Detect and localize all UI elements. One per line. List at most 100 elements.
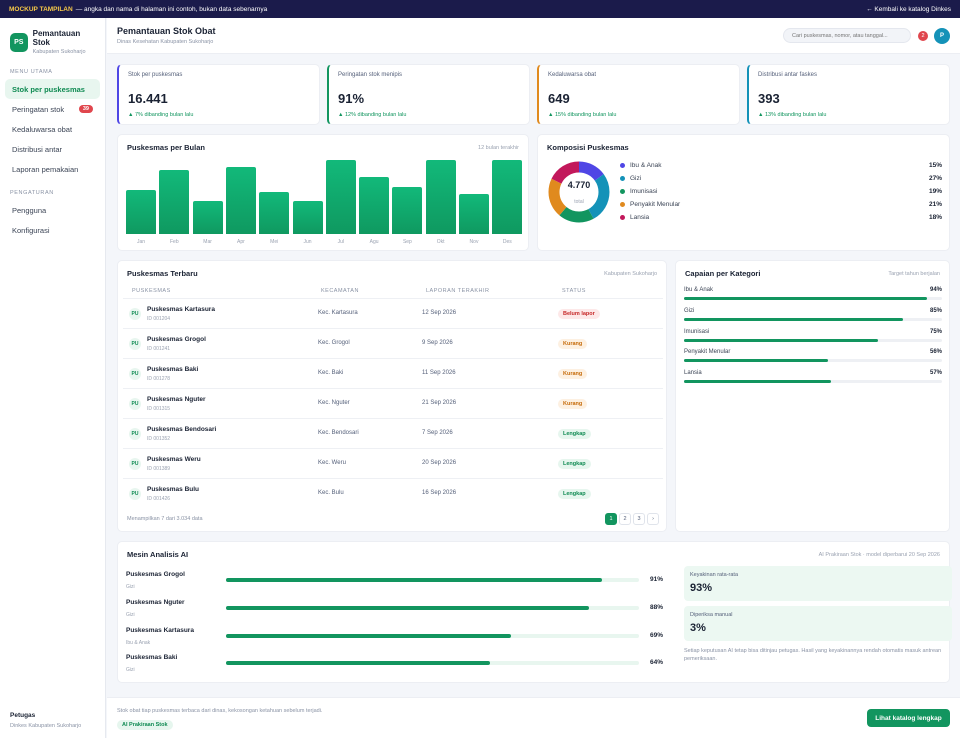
category-item: Gizi 85% xyxy=(684,308,942,321)
notification-badge[interactable]: 2 xyxy=(918,31,928,41)
row-name: Puskesmas Nguter xyxy=(147,396,206,403)
bar-jan xyxy=(126,189,156,234)
page-button-2[interactable]: 2 xyxy=(619,513,631,525)
status-badge: Belum lapor xyxy=(558,309,600,319)
x-tick-label: Agu xyxy=(369,239,379,245)
page-button-3[interactable]: 3 xyxy=(633,513,645,525)
row-id: ID 001389 xyxy=(147,466,171,472)
composition-title: Komposisi Puskesmas xyxy=(547,143,629,152)
top-header: Pemantauan Stok Obat Dinas Kesehatan Kab… xyxy=(107,18,960,54)
table-row[interactable]: PU Puskesmas Bulu ID 001426 Kec. Bulu 16 Sep… xyxy=(123,478,663,508)
sidebar-item-label: Stok per puskesmas xyxy=(12,84,85,94)
sidebar-item-konfigurasi[interactable]: Konfigurasi xyxy=(5,220,100,240)
status-badge: Kurang xyxy=(558,369,588,379)
alert-count-badge: 39 xyxy=(78,105,93,113)
legend-dot xyxy=(620,163,625,168)
manual-review-stat: Diperiksa manual 3% xyxy=(684,606,952,641)
row-name: Puskesmas Grogol xyxy=(147,336,206,343)
legend-pct: 19% xyxy=(928,188,942,195)
ai-note: Setiap keputusan AI tetap bisa ditinjau … xyxy=(684,648,942,662)
legend-item: Penyakit Menular 21% xyxy=(620,201,942,208)
table-row[interactable]: PU Puskesmas Baki ID 001278 Kec. Baki 11 Sep… xyxy=(123,358,663,388)
monthly-chart-card: Puskesmas per Bulan 12 bulan terakhir Ja… xyxy=(117,134,529,251)
sidebar-item-kedaluwarsa-obat[interactable]: Kedaluwarsa obat xyxy=(5,119,100,139)
x-tick-label: Jan xyxy=(136,239,146,245)
table-row[interactable]: PU Puskesmas Bendosari ID 001352 Kec. Bendo… xyxy=(123,418,663,448)
progress-track xyxy=(684,297,942,300)
back-to-catalog-link[interactable]: ← Kembali ke katalog Dinkes xyxy=(866,5,951,13)
table-row[interactable]: PU Puskesmas Nguter ID 001315 Kec. Nguter 21… xyxy=(123,388,663,418)
search-input[interactable] xyxy=(783,28,911,43)
table-row[interactable]: PU Puskesmas Weru ID 001389 Kec. Weru 20 Sep… xyxy=(123,448,663,478)
legend-label: Ibu & Anak xyxy=(630,162,662,169)
x-tick-label: Nov xyxy=(469,239,479,245)
progress-track xyxy=(684,318,942,321)
category-item: Lansia 57% xyxy=(684,370,942,383)
legend-label: Lansia xyxy=(630,214,650,221)
page-title: Pemantauan Stok Obat xyxy=(117,26,216,36)
donut-chart: 4.770 total xyxy=(546,159,612,225)
row-kecamatan: Kec. Weru xyxy=(318,460,346,466)
kpi-delta: ▲ 13% dibanding bulan lalu xyxy=(758,112,827,118)
ai-track xyxy=(226,634,639,638)
ai-item-group: Ibu & Anak xyxy=(126,640,151,646)
view-catalog-button[interactable]: Lihat katalog lengkap xyxy=(867,709,950,727)
avatar[interactable]: P xyxy=(934,28,950,44)
row-date: 9 Sep 2026 xyxy=(422,340,453,346)
col-header-laporan: LAPORAN TERAKHIR xyxy=(426,288,490,294)
legend-pct: 21% xyxy=(928,201,942,208)
table-subtitle: Kabupaten Sukoharjo xyxy=(604,271,657,277)
stat-label: Diperiksa manual xyxy=(690,612,733,618)
legend-pct: 18% xyxy=(928,214,942,221)
sidebar-item-peringatan-stok[interactable]: Peringatan stok 39 xyxy=(5,99,100,119)
legend-item: Imunisasi 19% xyxy=(620,188,942,195)
row-id: ID 001241 xyxy=(147,346,171,352)
progress-track xyxy=(684,359,942,362)
row-name: Puskesmas Bendosari xyxy=(147,426,217,433)
legend-item: Gizi 27% xyxy=(620,175,942,182)
x-tick-label: Apr xyxy=(237,239,245,245)
stat-value: 93% xyxy=(690,582,713,594)
sidebar-item-distribusi-antar[interactable]: Distribusi antar xyxy=(5,139,100,159)
row-kecamatan: Kec. Bulu xyxy=(318,490,344,496)
confidence-stat: Keyakinan rata-rata 93% xyxy=(684,566,952,601)
sidebar-item-laporan-pemakaian[interactable]: Laporan pemakaian xyxy=(5,159,100,179)
ai-analysis-card: Mesin Analisis AI AI Prakiraan Stok · mo… xyxy=(117,541,952,683)
page-button-1[interactable]: 1 xyxy=(605,513,617,525)
row-avatar: PU xyxy=(129,338,141,350)
x-tick-label: Jul xyxy=(337,239,344,245)
legend-dot xyxy=(620,176,625,181)
bar-mei xyxy=(259,192,290,234)
table-row[interactable]: PU Puskesmas Grogol ID 001241 Kec. Grogol 9 … xyxy=(123,328,663,358)
bar-jul xyxy=(325,160,356,234)
table-row[interactable]: PU Puskesmas Kartasura ID 001204 Kec. Karta… xyxy=(123,298,663,328)
ai-title: Mesin Analisis AI xyxy=(127,550,189,559)
page-next-button[interactable]: › xyxy=(647,513,659,525)
ai-item-name: Puskesmas Nguter xyxy=(126,599,185,606)
stat-value: 3% xyxy=(690,622,706,634)
brand-subtitle: Kabupaten Sukoharjo xyxy=(32,49,86,55)
bar-jun xyxy=(292,200,323,234)
donut-svg xyxy=(548,161,610,223)
bar-agu xyxy=(359,177,390,234)
progress-fill xyxy=(684,380,832,383)
ai-track xyxy=(226,606,639,610)
progress-fill xyxy=(684,359,829,362)
row-avatar: PU xyxy=(129,308,141,320)
bar-okt xyxy=(425,160,456,234)
table-title: Puskesmas Terbaru xyxy=(127,269,198,278)
category-subtitle: Target tahun berjalan xyxy=(888,271,940,277)
category-title: Capaian per Kategori xyxy=(685,269,761,278)
donut-slice-gizi xyxy=(548,161,610,223)
row-name: Puskesmas Weru xyxy=(147,456,201,463)
ai-item-pct: 88% xyxy=(650,604,664,611)
ai-item: Puskesmas Nguter Gizi 88% xyxy=(126,599,666,618)
kpi-value: 91% xyxy=(338,91,365,106)
stat-label: Keyakinan rata-rata xyxy=(690,572,738,578)
row-avatar: PU xyxy=(129,458,141,470)
donut-slice-lansia xyxy=(548,161,610,223)
sidebar-item-label: Kedaluwarsa obat xyxy=(12,124,73,134)
kpi-delta: ▲ 12% dibanding bulan lalu xyxy=(338,112,407,118)
sidebar-item-pengguna[interactable]: Pengguna xyxy=(5,200,100,220)
sidebar-item-stok-per-puskesmas[interactable]: Stok per puskesmas xyxy=(5,79,100,99)
